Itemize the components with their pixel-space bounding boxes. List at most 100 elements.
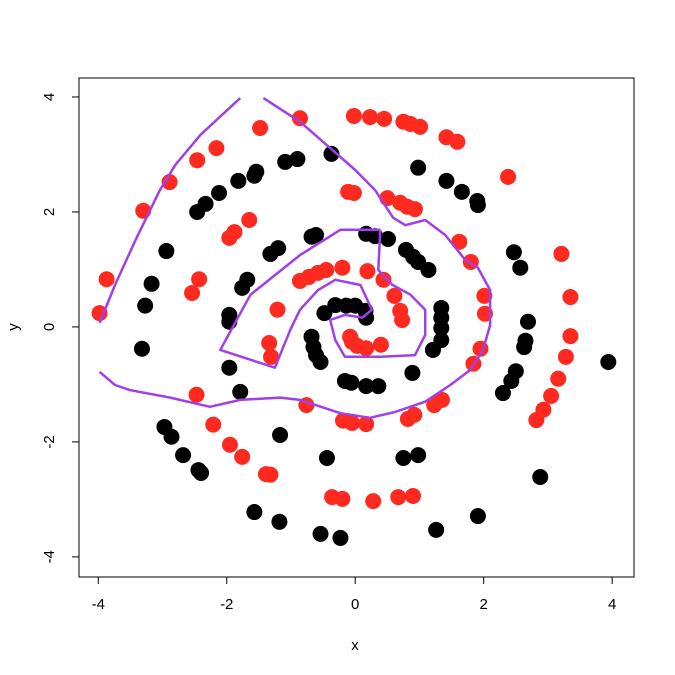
point: [405, 487, 422, 504]
point: [404, 364, 421, 381]
point: [323, 145, 340, 162]
point: [528, 412, 545, 429]
point: [469, 508, 486, 525]
point: [376, 110, 393, 127]
point: [365, 493, 382, 510]
point: [184, 285, 201, 302]
point: [175, 447, 192, 464]
point: [507, 363, 524, 380]
point: [410, 447, 427, 464]
point: [316, 305, 333, 322]
point: [318, 262, 335, 279]
point: [553, 245, 570, 262]
point: [208, 140, 225, 157]
point: [520, 313, 537, 330]
point: [334, 259, 351, 276]
point: [600, 353, 617, 370]
point: [98, 271, 115, 288]
point: [343, 374, 360, 391]
point: [412, 118, 429, 135]
x-tick-label: -4: [92, 596, 105, 613]
point: [318, 449, 335, 466]
point: [345, 107, 362, 124]
plot-frame: [78, 77, 635, 578]
point: [252, 120, 269, 137]
point: [358, 416, 375, 433]
point: [303, 228, 320, 245]
point: [562, 328, 579, 345]
point: [137, 297, 154, 314]
point: [230, 172, 247, 189]
y-tick-label: -2: [41, 435, 58, 448]
x-tick-label: -2: [220, 596, 233, 613]
point: [562, 289, 579, 306]
point: [163, 428, 180, 445]
point: [410, 159, 427, 176]
point: [394, 312, 411, 329]
point: [189, 152, 206, 169]
y-tick-label: -4: [41, 550, 58, 563]
point: [272, 427, 289, 444]
point: [557, 348, 574, 365]
point: [193, 464, 210, 481]
point: [246, 504, 263, 521]
point: [476, 287, 493, 304]
point: [406, 201, 423, 218]
point: [359, 263, 376, 280]
point: [263, 348, 280, 365]
point: [500, 168, 517, 185]
point: [234, 279, 251, 296]
y-tick-label: 4: [41, 93, 58, 101]
point: [532, 468, 549, 485]
point: [438, 172, 455, 189]
point: [189, 203, 206, 220]
point: [428, 521, 445, 538]
point: [395, 449, 412, 466]
point: [312, 353, 329, 370]
x-axis-label: x: [351, 637, 359, 654]
point: [512, 259, 529, 276]
point: [406, 406, 423, 423]
point: [226, 224, 243, 241]
point: [262, 245, 279, 262]
point: [358, 225, 375, 242]
point: [543, 387, 560, 404]
point: [375, 271, 392, 288]
boundary-curve: [98, 97, 492, 420]
x-tick-label: 0: [351, 596, 359, 613]
point: [277, 153, 294, 170]
x-tick-label: 2: [480, 596, 488, 613]
point: [289, 151, 306, 168]
point: [433, 320, 450, 337]
point: [358, 309, 375, 326]
point: [221, 359, 238, 376]
point: [372, 336, 389, 353]
point: [386, 287, 403, 304]
point: [269, 301, 286, 318]
point: [494, 385, 511, 402]
point: [361, 109, 378, 126]
point: [291, 110, 308, 127]
point: [433, 391, 450, 408]
point: [191, 271, 208, 288]
point: [211, 184, 228, 201]
point: [370, 378, 387, 395]
point: [161, 174, 178, 191]
point: [334, 490, 351, 507]
y-tick-label: 0: [41, 323, 58, 331]
point: [516, 339, 533, 356]
point: [433, 332, 450, 349]
point: [449, 133, 466, 150]
point: [505, 244, 522, 261]
point: [246, 167, 263, 184]
point: [133, 340, 150, 357]
point: [397, 241, 414, 258]
point: [453, 183, 470, 200]
point: [358, 340, 375, 357]
point: [234, 448, 251, 465]
point: [158, 243, 175, 260]
point: [550, 370, 567, 387]
point: [221, 436, 238, 453]
point: [379, 230, 396, 247]
